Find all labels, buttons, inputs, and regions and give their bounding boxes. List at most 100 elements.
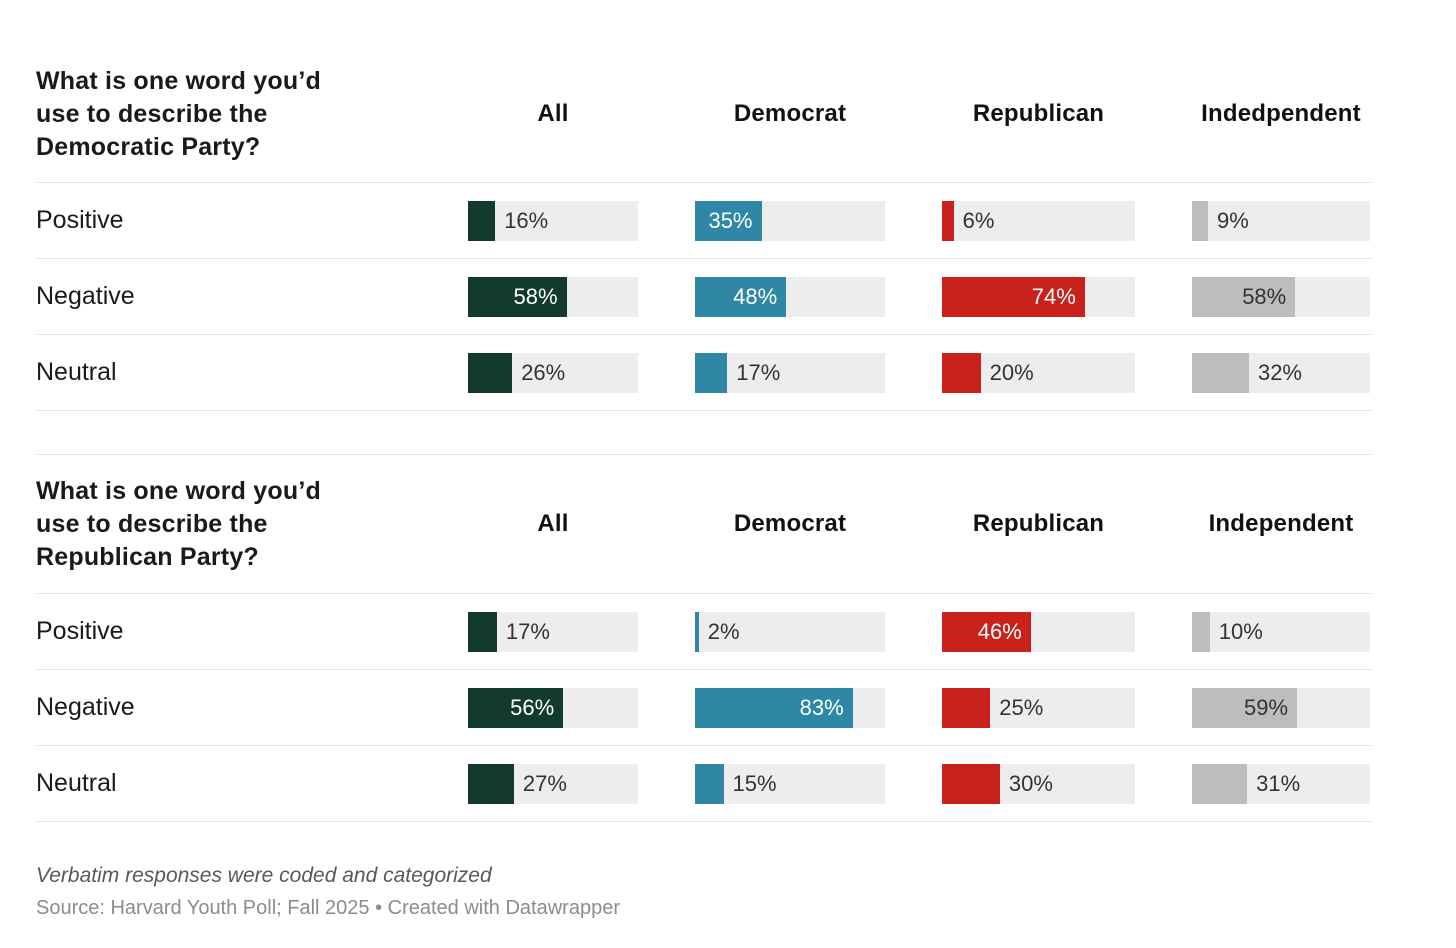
bar-fill [468,611,497,652]
table-row-negative: Negative 56% 83% 25% 59% [36,670,1372,746]
bar-track: 31% [1192,763,1370,804]
bar-track: 48% [695,276,885,317]
table-body: Positive 16% 35% 6% 9% Negative 58% 48% 74% 58% Ne… [36,183,1372,411]
bar-fill [695,763,724,804]
row-label: Negative [36,282,135,310]
bar-value-label: 30% [1008,770,1053,796]
table-title: What is one word you’d use to describe t… [36,66,321,161]
column-header-indedpendent: Indedpendent [1201,100,1361,127]
bar-value-label: 58% [1242,283,1287,309]
row-label: Positive [36,206,124,234]
bar-track: 17% [468,611,638,652]
bar-track: 26% [468,352,638,393]
column-header-all: All [537,100,569,127]
bar-track: 59% [1192,687,1370,728]
bar-track: 9% [1192,200,1370,241]
bar-track: 2% [695,611,885,652]
bar-fill [1192,352,1249,393]
bar-track: 25% [942,687,1135,728]
bar-value-label: 6% [962,207,995,233]
bar-value-label: 20% [989,359,1034,385]
table-row-negative: Negative 58% 48% 74% 58% [36,259,1372,335]
bar-track: 74% [942,276,1135,317]
chart-footer: Verbatim responses were coded and catego… [36,864,1372,920]
row-label: Neutral [36,769,117,797]
bar-track: 58% [1192,276,1370,317]
bar-fill [1192,276,1296,317]
bar-value-label: 59% [1243,694,1289,720]
bar-track: 58% [468,276,638,317]
column-header-democrat: Democrat [733,100,847,127]
bar-track: 46% [942,611,1135,652]
bar-value-label: 2% [707,618,740,644]
bar-track: 27% [468,763,638,804]
table-header-row: What is one word you’d use to describe t… [36,46,1372,183]
bar-value-label: 46% [977,618,1022,644]
bar-track: 56% [468,687,638,728]
bar-value-label: 27% [522,770,567,796]
bar-fill [1192,687,1298,728]
bar-value-label: 83% [799,694,844,720]
table-row-neutral: Neutral 26% 17% 20% 32% [36,335,1372,411]
bar-fill [695,352,728,393]
bar-fill [468,352,513,393]
bar-value-label: 32% [1257,359,1302,385]
column-header-republican: Republican [972,510,1105,537]
tables-divider [36,411,1372,455]
bar-fill [942,611,1031,652]
footnote: Verbatim responses were coded and catego… [36,864,492,887]
bar-fill [468,687,564,728]
bar-fill [942,276,1085,317]
table-row-positive: Positive 16% 35% 6% 9% [36,183,1372,259]
bar-track: 16% [468,200,638,241]
bar-value-label: 74% [1031,283,1076,309]
bar-fill [942,352,981,393]
bar-track: 30% [942,763,1135,804]
bar-fill [468,276,567,317]
table-row-positive: Positive 17% 2% 46% 10% [36,594,1372,670]
bar-track: 35% [695,200,885,241]
bar-fill [942,763,1000,804]
bar-value-label: 48% [733,283,778,309]
bar-fill [942,687,991,728]
bar-track: 6% [942,200,1135,241]
bar-fill [468,200,496,241]
bar-value-label: 31% [1256,770,1301,796]
column-header-all: All [537,510,569,537]
bar-fill [695,276,787,317]
bar-fill [942,200,954,241]
bar-value-label: 56% [510,694,555,720]
bar-fill [695,611,699,652]
bar-value-label: 25% [999,694,1044,720]
row-label: Positive [36,617,124,645]
column-header-democrat: Democrat [733,510,847,537]
bar-value-label: 58% [513,283,558,309]
table-body: Positive 17% 2% 46% 10% Negative 56% 83% 25% 59% N… [36,594,1372,822]
bar-track: 32% [1192,352,1370,393]
bar-value-label: 17% [736,359,781,385]
bar-track: 20% [942,352,1135,393]
bar-fill [1192,200,1209,241]
bar-value-label: 26% [521,359,566,385]
bar-value-label: 10% [1218,618,1263,644]
bar-fill [1192,763,1248,804]
bar-fill [1192,611,1210,652]
bar-track: 15% [695,763,885,804]
row-label: Neutral [36,358,117,386]
bar-value-label: 15% [732,770,777,796]
bar-track: 10% [1192,611,1370,652]
bar-fill [695,687,853,728]
row-label: Negative [36,693,135,721]
bar-value-label: 16% [504,207,549,233]
bar-track: 83% [695,687,885,728]
source-line: Source: Harvard Youth Poll; Fall 2025 • … [36,897,620,919]
democratic-party-table: What is one word you’d use to describe t… [36,46,1372,411]
table-title: What is one word you’d use to describe t… [36,476,321,571]
bar-value-label: 9% [1217,207,1249,233]
bar-track: 17% [695,352,885,393]
chart-page: What is one word you’d use to describe t… [36,46,1372,920]
column-header-independent: Independent [1208,510,1354,537]
bar-fill [468,763,514,804]
table-header-row: What is one word you’d use to describe t… [36,455,1372,594]
bar-value-label: 17% [505,618,550,644]
